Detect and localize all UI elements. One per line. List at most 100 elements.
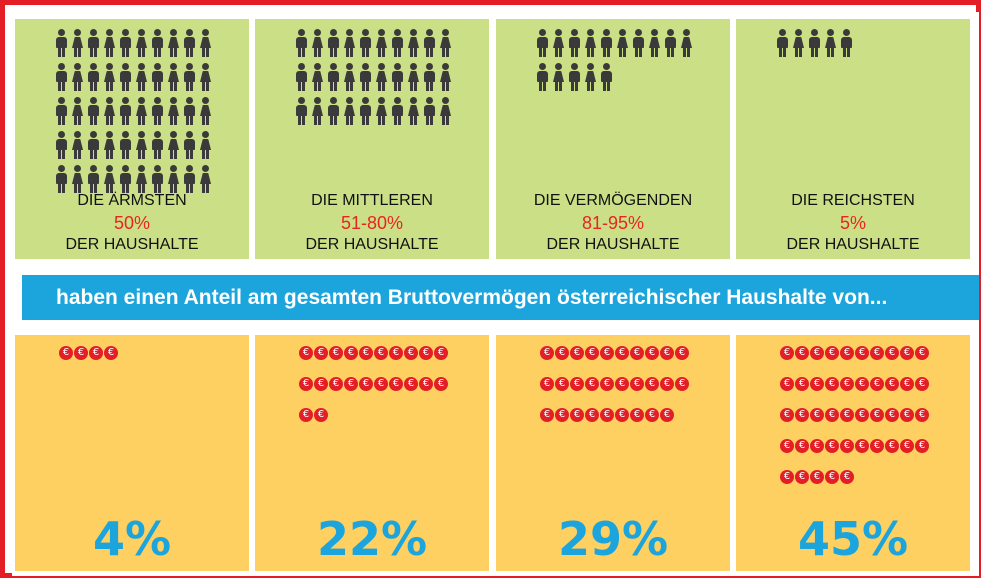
person-icon [536,61,549,93]
wealth-share-label: 29% [557,512,669,566]
euro-coin-icon: € [344,346,358,360]
people-row [295,95,465,129]
euro-coin-icon: € [870,377,884,391]
group-label: DIE VERMÖGENDEN [533,192,693,209]
person-icon [600,27,613,59]
euro-coin-icon: € [540,377,554,391]
euro-coin-icon: € [374,377,388,391]
households-share: 51-80% [340,213,404,233]
euro-coin-icon: € [329,377,343,391]
households-share: 50% [113,213,151,233]
euro-coin-icon: € [675,377,689,391]
euro-coin-icon: € [795,408,809,422]
euro-coin-icon: € [915,439,929,453]
person-icon [391,61,404,93]
coin-pictogram: € € € € [59,346,229,377]
coin-row: € € € € € € € € € € [780,439,950,470]
coin-row: € € € € € € € € € € [540,346,710,377]
person-icon [311,95,324,127]
euro-coin-icon: € [660,346,674,360]
people-row [55,27,225,61]
person-icon [167,95,180,127]
person-icon [55,95,68,127]
person-icon [71,61,84,93]
person-icon [343,95,356,127]
person-icon [423,61,436,93]
households-suffix: DER HAUSHALTE [65,236,199,253]
euro-coin-icon: € [780,377,794,391]
euro-coin-icon: € [600,346,614,360]
person-icon [151,95,164,127]
person-icon [343,27,356,59]
euro-coin-icon: € [870,408,884,422]
person-icon [87,61,100,93]
infographic-content: DIE ÄRMSTEN 50% DER HAUSHALTE DIE MITTLE… [12,12,979,576]
euro-coin-icon: € [855,346,869,360]
person-icon [295,27,308,59]
euro-coin-icon: € [555,346,569,360]
euro-coin-icon: € [675,346,689,360]
euro-coin-icon: € [359,346,373,360]
coin-row: € € € € € € € € € € [299,377,469,408]
wealth-panel-middle: € € € € € € € € € € € € € € € € € € € € € € 22% [255,335,489,571]
people-row [55,129,225,163]
euro-coin-icon: € [404,346,418,360]
group-caption: DIE VERMÖGENDEN 81-95% DER HAUSHALTE [496,190,730,256]
euro-coin-icon: € [404,377,418,391]
group-panel-poorest: DIE ÄRMSTEN 50% DER HAUSHALTE [15,19,249,259]
person-icon [840,27,853,59]
person-icon [423,95,436,127]
euro-coin-icon: € [870,346,884,360]
person-icon [311,61,324,93]
euro-coin-icon: € [615,377,629,391]
coin-row: € € € € [59,346,229,377]
person-icon [151,129,164,161]
households-suffix: DER HAUSHALTE [305,236,439,253]
euro-coin-icon: € [900,377,914,391]
person-icon [311,27,324,59]
person-icon [183,27,196,59]
euro-coin-icon: € [885,346,899,360]
euro-coin-icon: € [299,377,313,391]
euro-coin-icon: € [540,408,554,422]
person-icon [407,61,420,93]
group-caption: DIE MITTLEREN 51-80% DER HAUSHALTE [255,190,489,256]
wealth-panel-wealthy: € € € € € € € € € € € € € € € € € € € € € € € € € € € € € 29% [496,335,730,571]
person-icon [71,95,84,127]
group-panel-middle: DIE MITTLEREN 51-80% DER HAUSHALTE [255,19,489,259]
person-icon [391,95,404,127]
euro-coin-icon: € [600,377,614,391]
person-icon [391,27,404,59]
euro-coin-icon: € [645,346,659,360]
wealth-share-label: 22% [316,512,428,566]
coin-row: € € € € € € € € € € [780,346,950,377]
person-icon [792,27,805,59]
wealth-share-label: 4% [92,512,172,566]
euro-coin-icon: € [810,377,824,391]
euro-coin-icon: € [344,377,358,391]
euro-coin-icon: € [915,346,929,360]
euro-coin-icon: € [630,408,644,422]
euro-coin-icon: € [59,346,73,360]
euro-coin-icon: € [825,377,839,391]
person-icon [183,163,196,195]
households-share: 5% [839,213,866,233]
euro-coin-icon: € [825,439,839,453]
euro-coin-icon: € [855,439,869,453]
euro-coin-icon: € [104,346,118,360]
person-icon [183,129,196,161]
euro-coin-icon: € [419,346,433,360]
euro-coin-icon: € [570,377,584,391]
euro-coin-icon: € [780,470,794,484]
euro-coin-icon: € [825,408,839,422]
euro-coin-icon: € [389,377,403,391]
person-icon [343,61,356,93]
people-row [55,95,225,129]
person-icon [375,95,388,127]
euro-coin-icon: € [825,470,839,484]
coin-row: € € € € € € € € € € [780,377,950,408]
coin-row: € € € € € € € € € € [780,408,950,439]
banner-caption: haben einen Anteil am gesamten Bruttover… [22,275,979,320]
person-icon [680,27,693,59]
people-pictogram [776,27,946,61]
